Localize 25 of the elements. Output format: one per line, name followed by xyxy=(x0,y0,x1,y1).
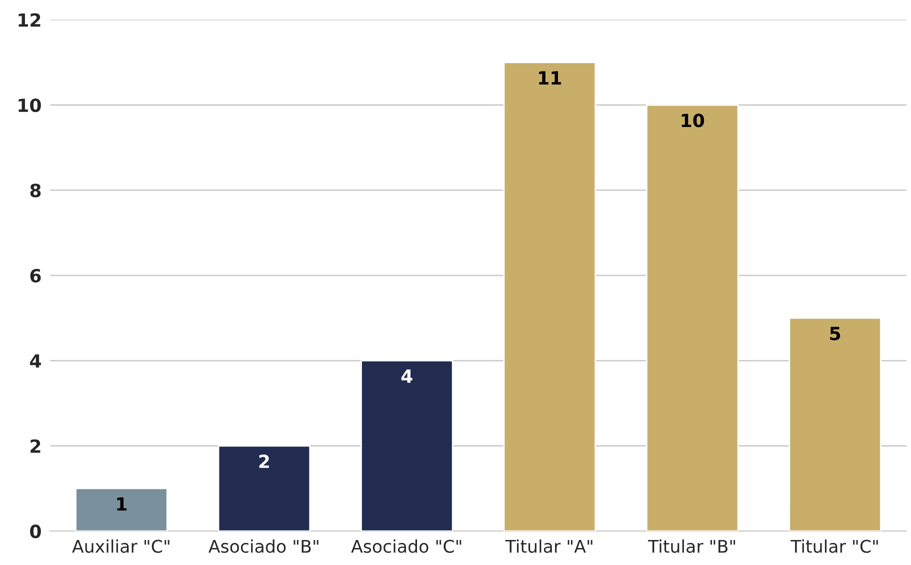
data-label: 11 xyxy=(539,71,561,84)
y-tick-label: 8 xyxy=(30,184,41,198)
data-label: 1 xyxy=(117,497,127,511)
x-tick-label: Auxiliar "C" xyxy=(72,539,170,553)
y-tick-label: 12 xyxy=(18,13,40,27)
bar xyxy=(75,488,168,532)
y-tick-label: 0 xyxy=(30,524,41,538)
bar xyxy=(360,360,454,532)
y-tick-label: 2 xyxy=(30,439,40,453)
bar xyxy=(646,104,739,532)
y-tick-label: 4 xyxy=(30,354,41,368)
y-tick-label: 10 xyxy=(18,98,41,112)
bar xyxy=(788,317,882,532)
bar xyxy=(218,445,311,532)
data-label: 10 xyxy=(682,114,704,128)
data-label: 4 xyxy=(401,370,412,383)
x-tick-label: Titular "C" xyxy=(790,539,878,553)
x-tick-label: Asociado "C" xyxy=(351,539,462,553)
x-tick-label: Titular "B" xyxy=(648,539,736,553)
y-tick-label: 6 xyxy=(30,268,41,283)
x-tick-label: Titular "A" xyxy=(505,539,592,553)
data-label: 5 xyxy=(830,326,840,340)
data-label: 2 xyxy=(259,454,269,468)
x-tick-label: Asociado "B" xyxy=(208,539,318,553)
bar xyxy=(503,62,596,532)
